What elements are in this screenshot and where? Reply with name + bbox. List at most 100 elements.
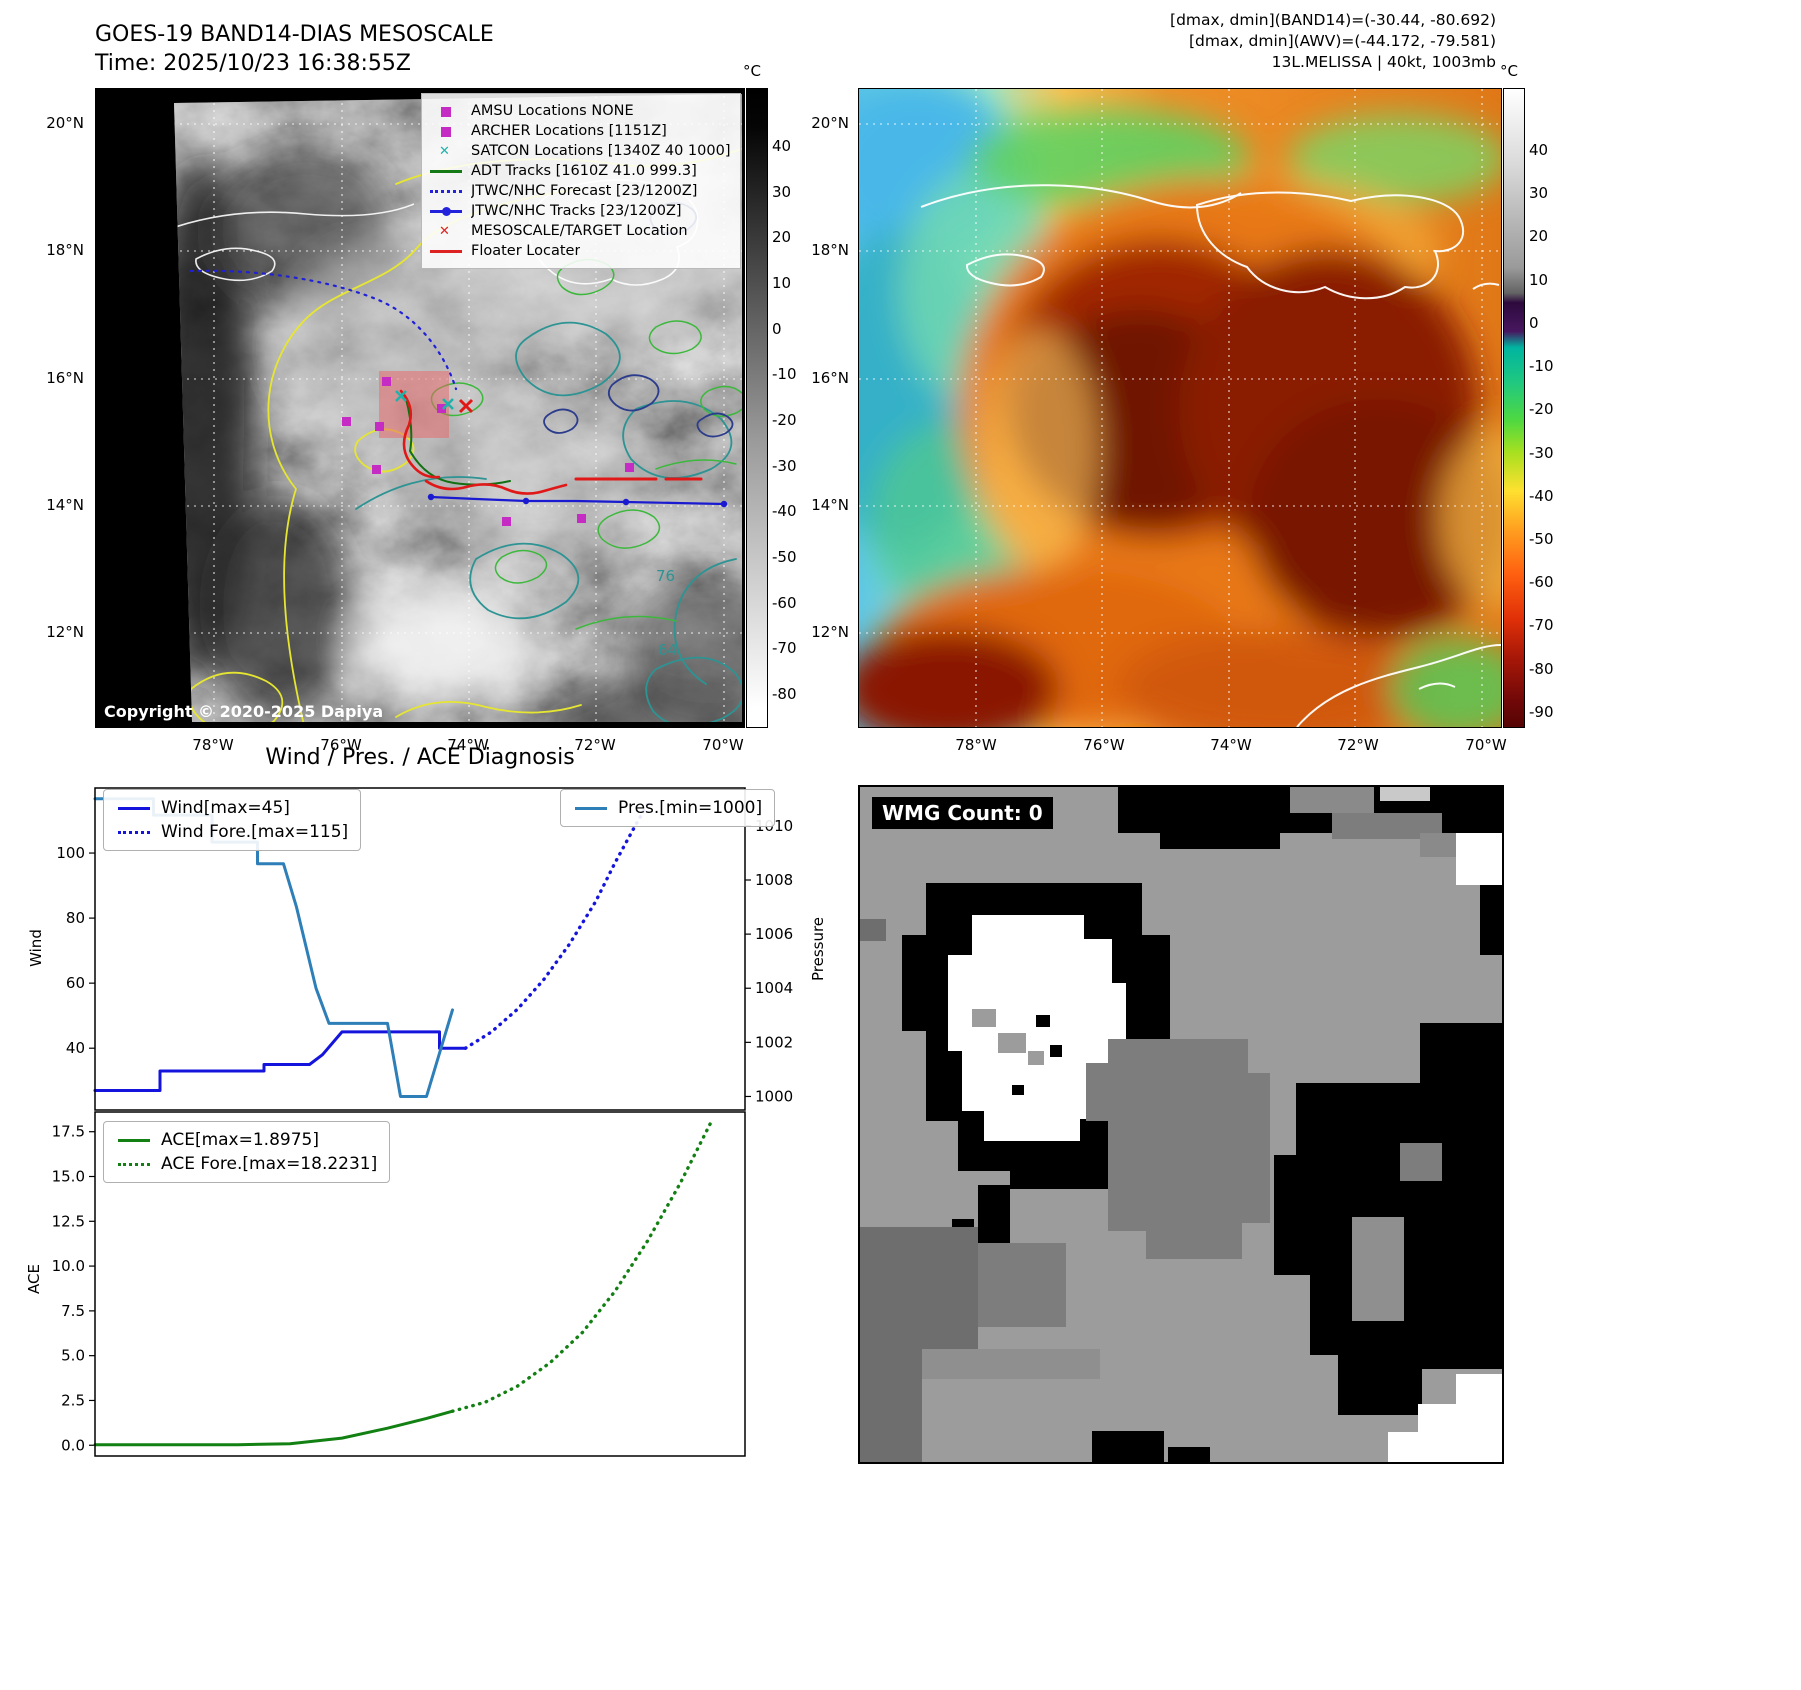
svg-text:100: 100 (56, 844, 85, 862)
map-legend: AMSU Locations NONE ARCHER Locations [11… (421, 93, 741, 269)
storm-tracks (189, 269, 726, 506)
colorbar-tick-label: -50 (772, 547, 797, 566)
colorbar-tick-label: -20 (772, 410, 797, 429)
colorbar-tick-label: -10 (1529, 357, 1554, 376)
legend-label: Wind[max=45] (161, 798, 290, 818)
lon-tick-label: 76°W (320, 736, 362, 754)
lat-tick-label: 12°N (811, 623, 849, 641)
lat-tick-label: 20°N (46, 114, 84, 132)
lat-tick-label: 18°N (811, 241, 849, 259)
legend-label: MESOSCALE/TARGET Location (471, 223, 688, 239)
legend-row: Pres.[min=1000] (573, 796, 762, 820)
colorbar-tick-label: -80 (772, 684, 797, 703)
lon-tick-label: 74°W (1210, 736, 1252, 754)
legend-row: Floater Locater (428, 241, 730, 261)
contour-label-76: 76 (656, 567, 675, 585)
colorbar-tick-label: -40 (772, 502, 797, 521)
ir-satellite-image (859, 89, 1501, 727)
goes-title-line1: GOES-19 BAND14-DIAS MESOSCALE (95, 22, 494, 47)
legend-label: ARCHER Locations [1151Z] (471, 123, 667, 139)
colorbar-tick-label: 10 (772, 273, 792, 292)
ir-cloud-shading (859, 89, 1501, 727)
legend-marker-icon (428, 164, 464, 179)
colorbar-tick-label: -40 (1529, 486, 1554, 505)
location-markers (342, 377, 634, 526)
legend-label: SATCON Locations [1340Z 40 1000] (471, 143, 730, 159)
colorbar-tick-label: 30 (772, 182, 792, 201)
legend-row: ACE Fore.[max=18.2231] (116, 1152, 377, 1176)
colorbar-tick-label: 10 (1529, 270, 1549, 289)
colorbar-tick-label: -60 (1529, 573, 1554, 592)
legend-row: JTWC/NHC Forecast [23/1200Z] (428, 181, 730, 201)
legend-label: ACE[max=1.8975] (161, 1130, 319, 1150)
pressure-axis-label: Pressure (809, 916, 827, 982)
svg-text:1002: 1002 (755, 1033, 793, 1051)
lat-tick-label: 14°N (46, 496, 84, 514)
legend-row: JTWC/NHC Tracks [23/1200Z] (428, 201, 730, 221)
ir-lon-axis: 78°W 76°W 74°W 72°W 70°W (858, 728, 1506, 754)
lat-tick-label: 14°N (811, 496, 849, 514)
legend-row: MESOSCALE/TARGET Location (428, 221, 730, 242)
ir-lat-axis: 20°N 18°N 16°N 14°N 12°N (795, 88, 853, 726)
ir-colorbar-unit: °C (1500, 62, 1518, 80)
graticule (859, 89, 1501, 727)
legend-label: Floater Locater (471, 243, 581, 259)
coastlines (920, 184, 1501, 727)
ace-legend: ACE[max=1.8975] ACE Fore.[max=18.2231] (103, 1121, 391, 1183)
colorbar-tick-label: -70 (1529, 616, 1554, 635)
wind-axis-label: Wind (27, 929, 45, 967)
colorbar-tick-label: -50 (1529, 529, 1554, 548)
colorbar-tick-label: -10 (772, 365, 797, 384)
wind-forecast-line-icon (116, 825, 152, 840)
legend-label: JTWC/NHC Forecast [23/1200Z] (471, 183, 698, 199)
svg-text:0.0: 0.0 (61, 1436, 85, 1454)
legend-row: Wind[max=45] (116, 796, 348, 820)
goes-lat-axis: 20°N 18°N 16°N 14°N 12°N (30, 88, 88, 726)
lon-tick-label: 72°W (1337, 736, 1379, 754)
colorbar-tick-label: -30 (772, 456, 797, 475)
svg-text:1004: 1004 (755, 979, 793, 997)
legend-label: ACE Fore.[max=18.2231] (161, 1154, 378, 1174)
legend-marker-icon (428, 124, 464, 139)
colorbar-tick-label: 0 (772, 319, 782, 338)
storm-info: [dmax, dmin](BAND14)=(-30.44, -80.692) [… (1000, 10, 1496, 73)
lon-tick-label: 74°W (447, 736, 489, 754)
colorbar-tick-label: -90 (1529, 702, 1554, 721)
svg-text:1000: 1000 (755, 1087, 793, 1105)
wmg-count-badge: WMG Count: 0 (872, 797, 1053, 829)
legend-label: AMSU Locations NONE (471, 103, 634, 119)
storm-info-band14: [dmax, dmin](BAND14)=(-30.44, -80.692) (1170, 11, 1496, 29)
colorbar-tick-label: -30 (1529, 443, 1554, 462)
storm-info-awv: [dmax, dmin](AWV)=(-44.172, -79.581) (1189, 32, 1496, 50)
contour-label-64: 64 (658, 641, 677, 659)
colorbar-unit: °C (743, 62, 761, 80)
svg-text:1008: 1008 (755, 871, 793, 889)
ace-chart: 0.0 2.5 5.0 7.5 10.0 12.5 15.0 17.5 (52, 1111, 746, 1457)
colorbar-tick-label: 30 (1529, 184, 1549, 203)
svg-text:12.5: 12.5 (52, 1212, 85, 1230)
svg-text:7.5: 7.5 (61, 1302, 85, 1320)
legend-row: ARCHER Locations [1151Z] (428, 121, 730, 141)
legend-row: SATCON Locations [1340Z 40 1000] (428, 141, 730, 162)
legend-row: AMSU Locations NONE (428, 101, 730, 121)
svg-text:5.0: 5.0 (61, 1347, 85, 1365)
legend-marker-icon (428, 104, 464, 119)
lon-tick-label: 70°W (702, 736, 744, 754)
colorbar-tick-label: 40 (1529, 141, 1549, 159)
svg-text:80: 80 (66, 909, 85, 927)
legend-marker-icon (428, 142, 464, 162)
colorbar-tick-label: -20 (1529, 400, 1554, 419)
goes-title-line2: Time: 2025/10/23 16:38:55Z (95, 51, 411, 76)
lon-tick-label: 76°W (1083, 736, 1125, 754)
goes-colorbar (746, 88, 768, 728)
lon-tick-label: 78°W (192, 736, 234, 754)
colorbar-tick-label: -60 (772, 593, 797, 612)
ir-map-panel (858, 88, 1502, 728)
goes-title: GOES-19 BAND14-DIAS MESOSCALE Time: 2025… (95, 20, 494, 78)
lat-tick-label: 12°N (46, 623, 84, 641)
legend-marker-icon (428, 204, 464, 219)
wmg-mask-image (860, 787, 1502, 1462)
legend-label: Pres.[min=1000] (618, 798, 763, 818)
